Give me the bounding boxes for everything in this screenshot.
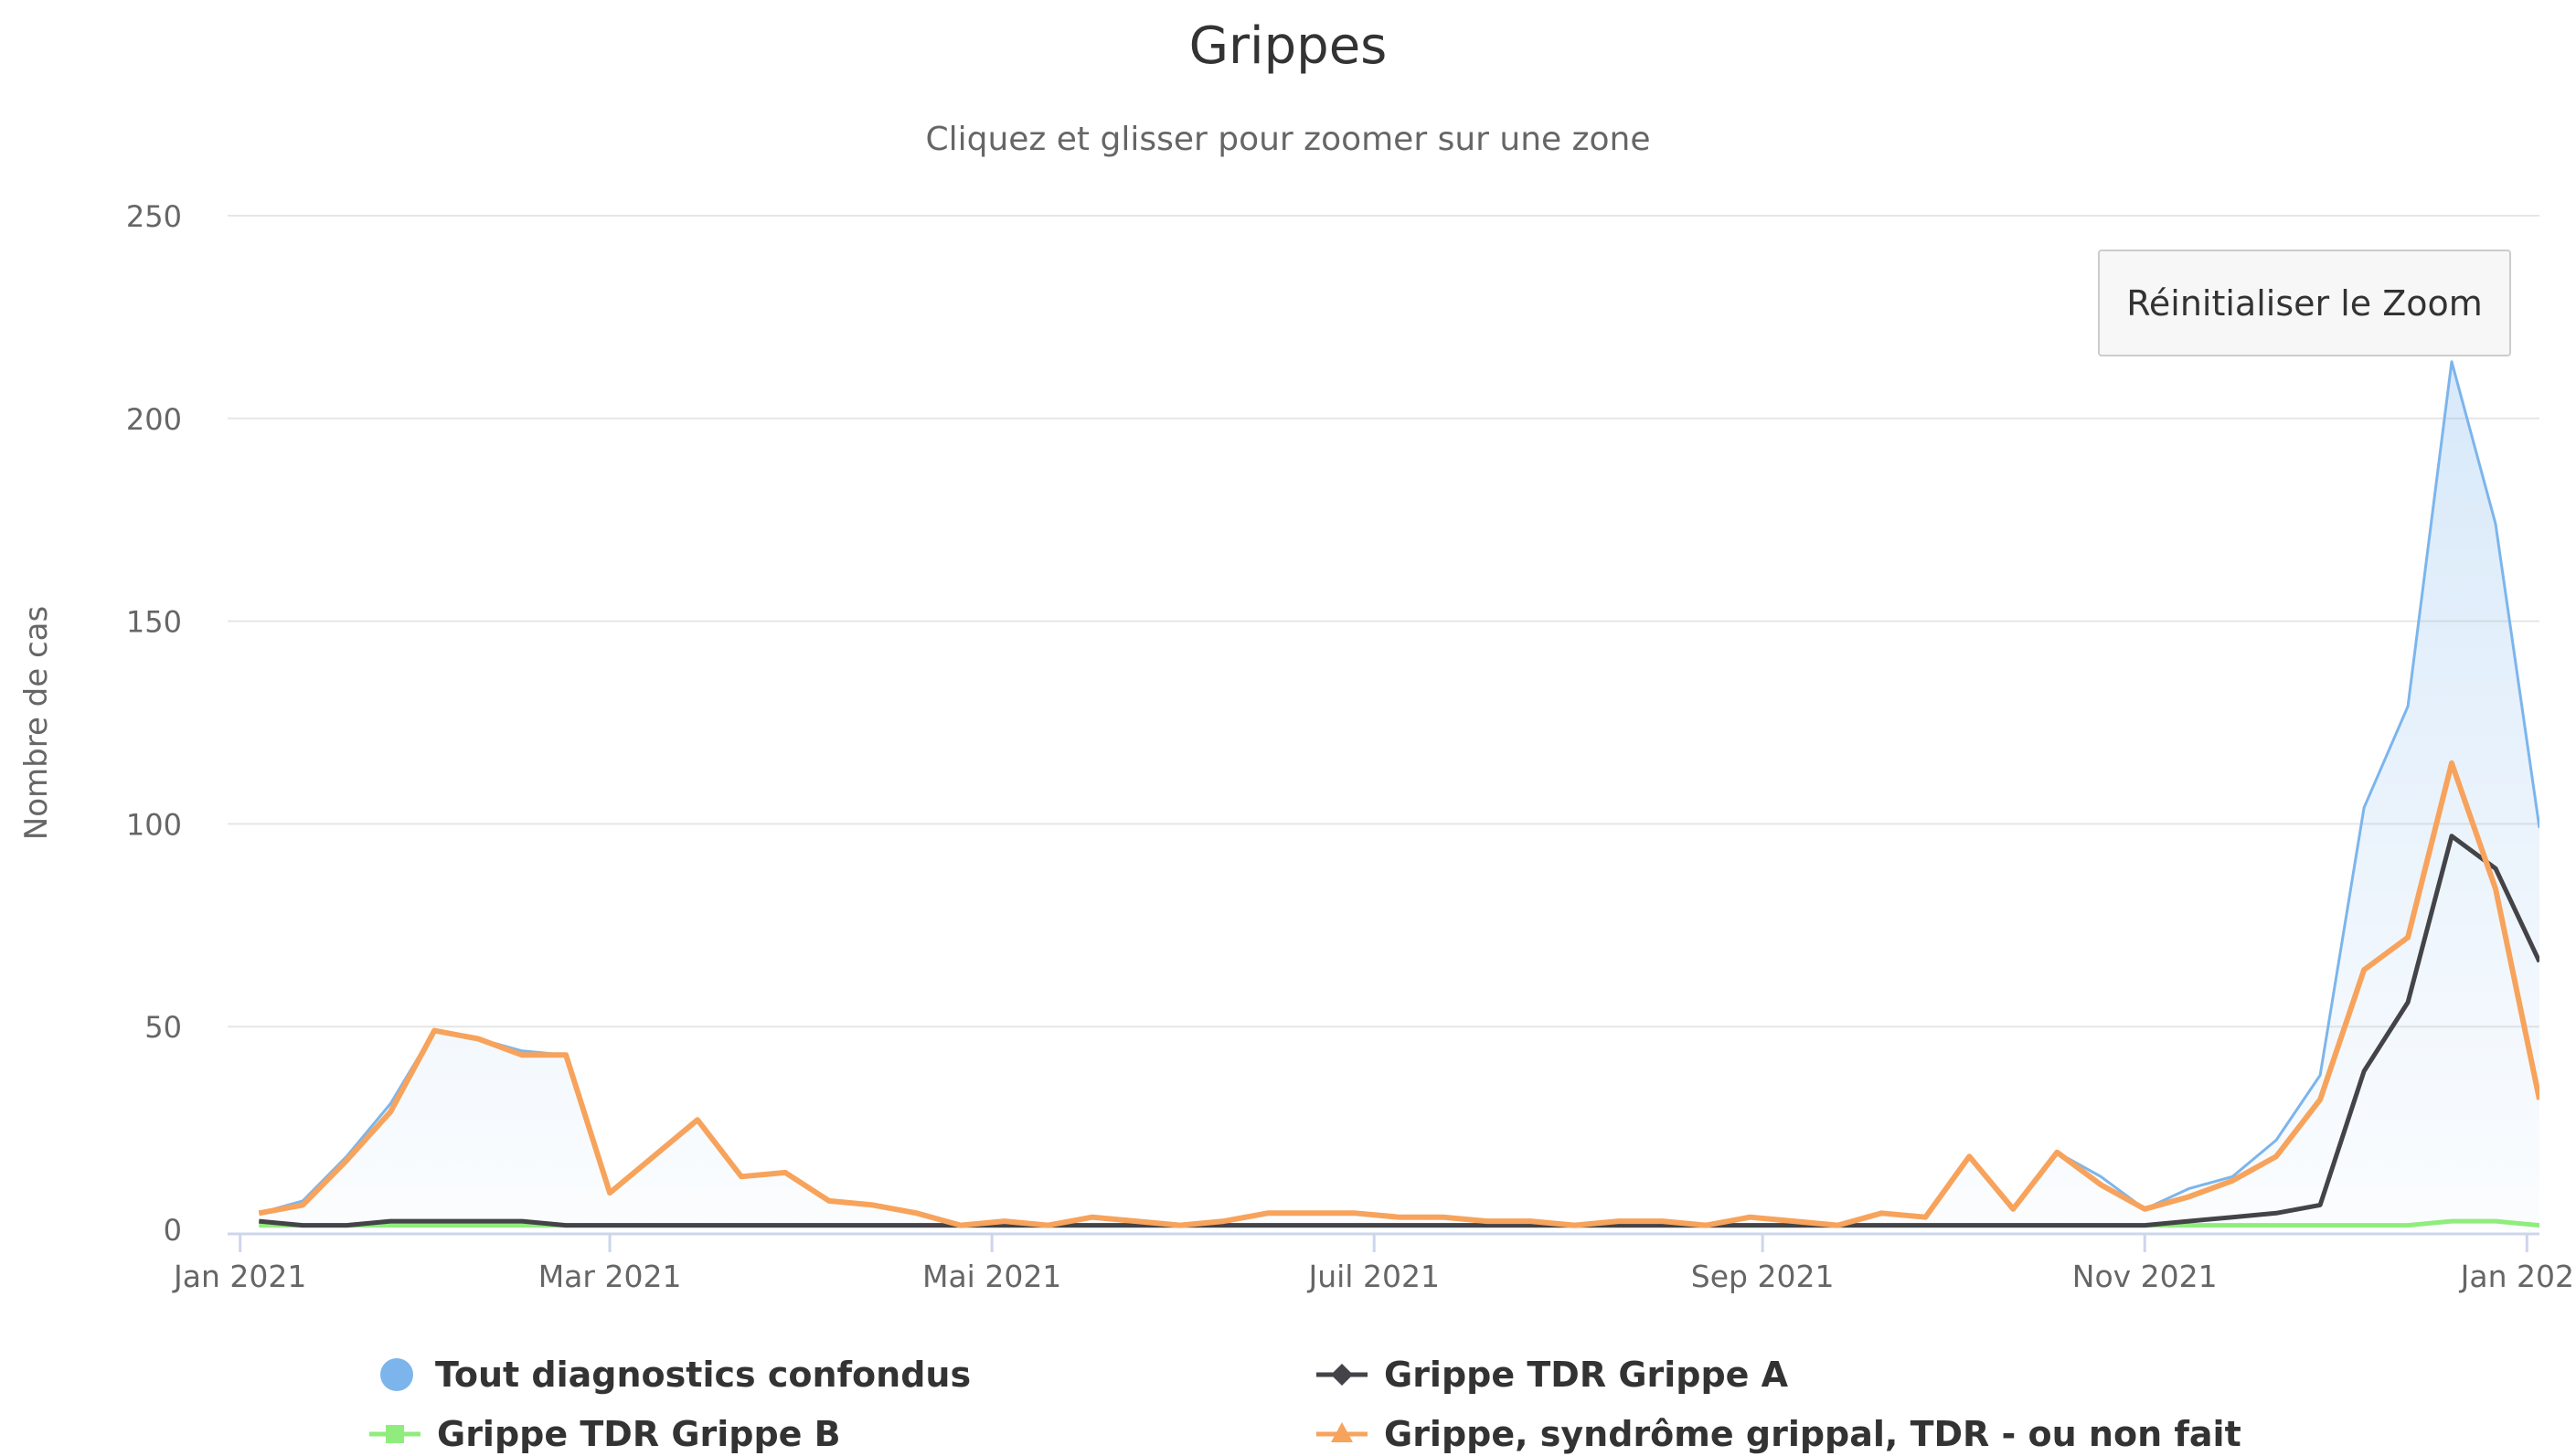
- legend-label: Grippe TDR Grippe B: [437, 1414, 841, 1454]
- legend-item-grippe-a[interactable]: Grippe TDR Grippe A: [1316, 1353, 1788, 1397]
- square-icon: [369, 1425, 420, 1443]
- y-tick-label: 200: [126, 402, 182, 437]
- y-tick-label: 150: [126, 605, 182, 640]
- legend-label: Grippe TDR Grippe A: [1384, 1355, 1789, 1395]
- legend-label: Grippe, syndrôme grippal, TDR - ou non f…: [1384, 1414, 2241, 1454]
- legend-item-syndrome-grippal[interactable]: Grippe, syndrôme grippal, TDR - ou non f…: [1316, 1412, 2241, 1456]
- reset-zoom-button[interactable]: Réinitialiser le Zoom: [2098, 250, 2511, 356]
- x-tick-label: Jan 2022: [2459, 1259, 2576, 1294]
- y-tick-label: 250: [126, 199, 182, 234]
- legend-label: Tout diagnostics confondus: [435, 1355, 972, 1395]
- legend-item-total[interactable]: Tout diagnostics confondus: [375, 1353, 971, 1397]
- diamond-icon: [1316, 1364, 1368, 1386]
- x-tick-label: Jan 2021: [172, 1259, 306, 1294]
- series-line-3: [258, 760, 2539, 1228]
- legend-item-grippe-b[interactable]: Grippe TDR Grippe B: [369, 1412, 841, 1456]
- y-tick-label: 50: [144, 1010, 182, 1045]
- plot-area: [258, 360, 2539, 1229]
- x-tick-label: Mar 2021: [538, 1259, 682, 1294]
- y-tick-label: 100: [126, 807, 182, 842]
- x-tick-label: Sep 2021: [1691, 1259, 1835, 1294]
- chart-subtitle: Cliquez et glisser pour zoomer sur une z…: [925, 121, 1651, 158]
- y-axis-title: Nombre de cas: [18, 605, 55, 841]
- y-tick-label: 0: [164, 1213, 182, 1248]
- triangle-icon: [1316, 1422, 1368, 1442]
- series-line-total: [258, 360, 2539, 1228]
- x-tick-label: Mai 2021: [922, 1259, 1061, 1294]
- chart-title: Grippes: [1188, 16, 1388, 76]
- series-line-1: [259, 834, 2539, 1228]
- x-tick-label: Juil 2021: [1306, 1259, 1439, 1294]
- series-area-total: [259, 361, 2539, 1229]
- x-tick-label: Nov 2021: [2072, 1259, 2218, 1294]
- circle-icon: [380, 1358, 413, 1391]
